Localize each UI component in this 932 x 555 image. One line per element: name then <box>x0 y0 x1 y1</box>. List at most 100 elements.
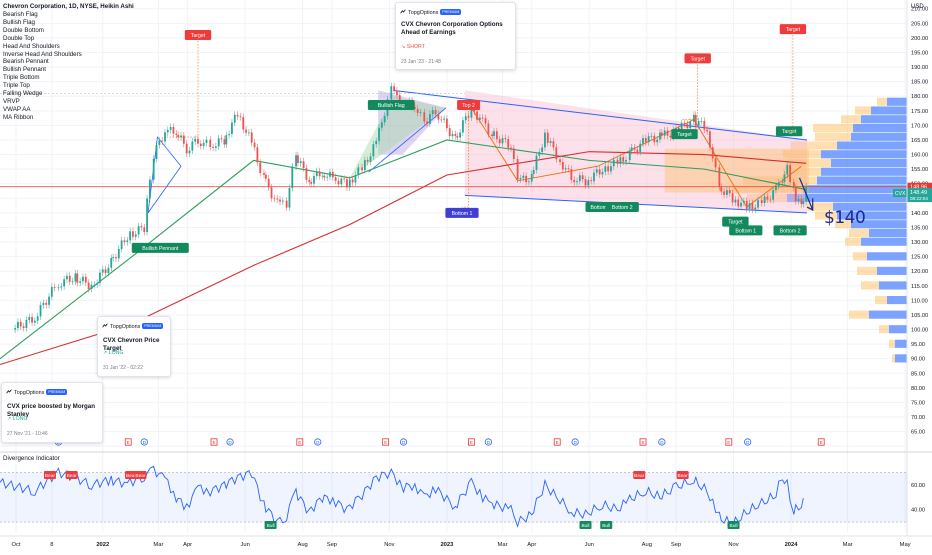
idea-card-long-target[interactable]: TopgOptions PREMIUM CVX Chevron Price Tar… <box>97 316 171 377</box>
price-tick: 105.00 <box>911 313 928 319</box>
candle-body <box>619 157 622 164</box>
candle-body <box>74 273 77 282</box>
profile-bar-blue <box>833 202 907 211</box>
candle-body <box>305 168 308 180</box>
legend-item[interactable]: VRVP <box>3 97 20 105</box>
pattern-label: Bullish Flag <box>378 103 405 109</box>
candle-body <box>610 166 612 172</box>
price-tick: 75.00 <box>911 400 925 406</box>
candle-body <box>396 90 398 96</box>
candle-body <box>504 138 507 140</box>
candle-body <box>748 203 751 209</box>
time-tick: 8 <box>50 542 53 548</box>
legend-item[interactable]: Bearish Pennant <box>3 58 49 66</box>
price-tick: 115.00 <box>911 284 928 290</box>
candles <box>14 82 808 334</box>
legend-item[interactable]: Triple Top <box>3 82 30 90</box>
legend-item[interactable]: Double Top <box>3 34 35 42</box>
divergence-marker: Bear <box>67 473 78 479</box>
price-tick: 120.00 <box>911 269 928 275</box>
rsi-line <box>0 465 804 529</box>
candle-body <box>598 169 601 175</box>
profile-bar-blue <box>869 310 907 319</box>
price-tick: 70.00 <box>911 415 925 421</box>
candle-body <box>253 142 256 148</box>
candle-body <box>66 275 68 280</box>
legend-item[interactable]: Bearish Flag <box>3 11 38 18</box>
profile-bar-orange <box>877 97 887 106</box>
time-tick: 2023 <box>440 542 454 548</box>
price-tick: 80.00 <box>911 386 925 392</box>
divergence-marker-bg <box>134 471 147 479</box>
idea-title: CVX Chevron Corporation Options Ahead of… <box>401 21 503 36</box>
profile-bar-orange <box>853 252 867 261</box>
candle-body <box>413 107 416 109</box>
candle-body <box>273 198 276 200</box>
candle-body <box>792 182 795 188</box>
candle-body <box>281 200 284 202</box>
profile-bar-orange <box>892 354 895 363</box>
legend-item[interactable]: Bullish Flag <box>3 18 35 26</box>
candle-body <box>149 179 151 199</box>
candle-body <box>607 166 610 172</box>
candle-body <box>212 146 214 148</box>
candle-body <box>659 132 661 140</box>
divergence-marker-bg <box>43 471 56 479</box>
idea-author: TopgOptions PREMIUM <box>110 323 164 330</box>
event-letter: E <box>641 440 644 445</box>
candle-body <box>351 179 354 183</box>
legend-item[interactable]: VWAP AA <box>3 105 31 113</box>
candle-body <box>763 196 766 204</box>
legend-item[interactable]: Falling Wedge <box>3 90 43 97</box>
profile-bar-blue <box>837 211 907 220</box>
candle-body <box>326 176 329 178</box>
dividend-marker <box>744 438 752 446</box>
legend-item[interactable]: Head And Shoulders <box>3 42 60 50</box>
price-tick: 90.00 <box>911 357 925 363</box>
legend-item[interactable]: Double Bottom <box>3 26 44 34</box>
idea-card-long-morgan[interactable]: TopgOptions PREMIUM CVX price boosted by … <box>1 382 103 443</box>
candle-body <box>760 200 763 204</box>
pattern-label: Bottom 2 <box>780 228 801 234</box>
time-tick: May <box>900 542 911 548</box>
candle-body <box>740 202 742 207</box>
pattern-label-bg <box>585 202 612 213</box>
time-tick: Jun <box>585 542 594 548</box>
candle-body <box>115 257 117 259</box>
candle-body <box>361 167 363 171</box>
event-letter: D <box>487 440 491 445</box>
target-dotted-line <box>787 29 794 132</box>
candle-body <box>802 201 805 205</box>
divergence-marker: Bear <box>126 473 137 479</box>
profile-bar-orange <box>791 141 837 150</box>
candle-body <box>595 169 598 173</box>
candle-body <box>423 112 426 122</box>
candle-body <box>456 135 459 138</box>
idea-card-short[interactable]: TopgOptions PREMIUM CVX Chevron Corporati… <box>395 2 516 70</box>
candle-body <box>663 130 666 136</box>
candle-body <box>270 187 273 199</box>
idea-signal: ↗ LONG <box>7 416 28 422</box>
price-tick: 190.00 <box>911 65 928 71</box>
candle-body <box>737 199 740 207</box>
idea-signal: ↘ SHORT <box>401 44 425 50</box>
candle-body <box>766 196 769 200</box>
candle-body <box>443 118 445 120</box>
divergence-marker: Bull <box>267 523 275 529</box>
time-tick: Aug <box>297 542 307 548</box>
candle-body <box>694 114 697 126</box>
candle-body <box>786 165 789 175</box>
legend-item[interactable]: Inverse Head And Shoulders <box>3 50 82 58</box>
legend-item[interactable]: Bullish Pennant <box>3 66 46 74</box>
event-letter: D <box>402 440 406 445</box>
legend-item[interactable]: Triple Bottom <box>3 74 40 82</box>
candle-body <box>169 126 172 130</box>
candle-body <box>783 174 786 182</box>
candle-body <box>146 198 148 233</box>
candle-body <box>390 86 393 100</box>
price-tick: 195.00 <box>911 50 928 56</box>
pattern-label: Bottom <box>590 205 606 211</box>
candle-body <box>584 179 587 186</box>
legend-item[interactable]: MA Ribbon <box>3 113 34 121</box>
